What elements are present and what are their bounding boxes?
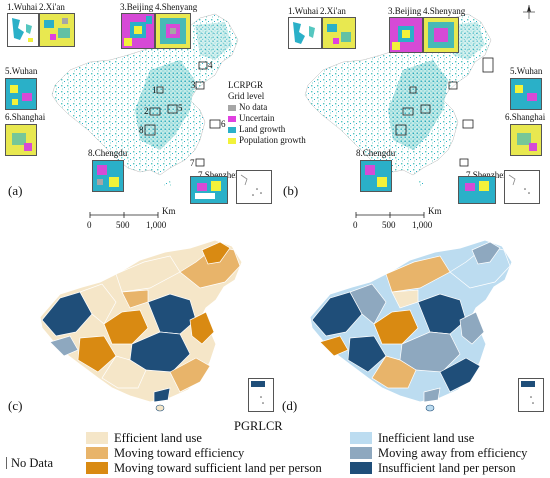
inset-wuhai-b bbox=[288, 17, 322, 49]
inset-caption-shanghai-b: 6.Shanghai bbox=[505, 112, 546, 122]
inset-shenyang-b bbox=[423, 17, 459, 53]
legend-moving-away-from-efficiency: Moving away from efficiency bbox=[350, 446, 527, 460]
panel-letter-a: (a) bbox=[8, 183, 23, 198]
grid-map-a bbox=[51, 13, 239, 187]
inset-caption-wuhai-b: 1.Wuhai bbox=[288, 6, 319, 16]
panel-letter-b: (b) bbox=[283, 183, 299, 198]
inset-xian-a bbox=[39, 13, 75, 47]
inset-shanghai-a bbox=[5, 124, 37, 156]
south-china-sea-inset-d bbox=[518, 378, 544, 412]
map-number-1: 1 bbox=[152, 85, 157, 95]
scale-unit-left: Km bbox=[162, 206, 176, 216]
map-number-8: 8 bbox=[139, 125, 144, 135]
inset-caption-wuhai-a: 1.Wuhai bbox=[7, 2, 38, 12]
inset-beijing-a bbox=[121, 13, 155, 49]
inset-caption-shenzhen-a: 7.Shenzhen bbox=[198, 170, 240, 180]
legend-moving-toward-sufficient-land: Moving toward sufficient land per person bbox=[86, 461, 322, 475]
legend-moving-toward-efficiency: Moving toward efficiency bbox=[86, 446, 244, 460]
inset-caption-shenzhen-b: 7.Shenzhen bbox=[466, 170, 508, 180]
scale-tick-0-right: 0 bbox=[353, 220, 358, 230]
legend-item-population-growth: Population growth bbox=[228, 135, 306, 146]
legend-no-data: No Data bbox=[6, 456, 53, 470]
inset-chengdu-a bbox=[92, 160, 124, 192]
north-arrow-icon bbox=[522, 4, 536, 20]
legend-insufficient-land-per-person: Insufficient land per person bbox=[350, 461, 516, 475]
inset-wuhan-b bbox=[510, 78, 542, 110]
grid-level-legend: LCRPGR Grid level No data Uncertain Land… bbox=[228, 80, 306, 146]
inset-caption-chengdu-b: 8.Chengdu bbox=[356, 148, 396, 158]
legend-item-land-growth: Land growth bbox=[228, 124, 306, 135]
inset-wuhan-a bbox=[5, 78, 37, 110]
inset-caption-chengdu-a: 8.Chengdu bbox=[88, 148, 128, 158]
province-map-c bbox=[39, 239, 243, 412]
inset-beijing-b bbox=[389, 17, 423, 53]
inset-wuhai-a bbox=[7, 13, 39, 47]
south-china-sea-inset-c bbox=[248, 378, 274, 412]
scale-tick-1000-right: 1,000 bbox=[412, 220, 433, 230]
south-china-sea-inset-b bbox=[504, 170, 540, 204]
inset-chengdu-b bbox=[360, 160, 392, 192]
legend-title-2: Grid level bbox=[228, 91, 265, 101]
map-number-3: 3 bbox=[191, 80, 196, 90]
panel-letter-d: (d) bbox=[282, 398, 298, 413]
inset-shenyang-a bbox=[155, 13, 191, 49]
legend-inefficient-land-use: Inefficient land use bbox=[350, 431, 474, 445]
inset-caption-shanghai-a: 6.Shanghai bbox=[5, 112, 46, 122]
map-number-2: 2 bbox=[144, 106, 149, 116]
legend-item-no-data: No data bbox=[228, 102, 306, 113]
inset-caption-shenyang-a: 4.Shenyang bbox=[155, 2, 198, 12]
scale-tick-500-left: 500 bbox=[116, 220, 130, 230]
inset-caption-xian-a: 2.Xi'an bbox=[39, 2, 65, 12]
scale-bar-right: Km 0 500 1,000 bbox=[352, 206, 444, 232]
inset-shenzhen-b bbox=[458, 176, 496, 204]
panel-letter-c: (c) bbox=[8, 398, 23, 413]
inset-caption-beijing-a: 3.Beijing bbox=[120, 2, 154, 12]
pgrlcr-legend-title: PGRLCR bbox=[234, 419, 283, 433]
legend-item-uncertain: Uncertain bbox=[228, 113, 306, 124]
map-number-6: 6 bbox=[221, 119, 226, 129]
scale-tick-500-right: 500 bbox=[382, 220, 396, 230]
scale-tick-1000-left: 1,000 bbox=[146, 220, 167, 230]
map-number-4: 4 bbox=[208, 60, 213, 70]
map-number-7: 7 bbox=[190, 158, 195, 168]
inset-xian-b bbox=[322, 17, 356, 49]
scale-unit-right: Km bbox=[428, 206, 442, 216]
scale-tick-0-left: 0 bbox=[87, 220, 92, 230]
inset-caption-wuhan-b: 5.Wuhan bbox=[510, 66, 543, 76]
inset-shenzhen-a bbox=[190, 176, 228, 204]
province-map-d bbox=[309, 239, 513, 412]
inset-caption-shenyang-b: 4.Shenyang bbox=[423, 6, 466, 16]
inset-caption-beijing-b: 3.Beijing bbox=[388, 6, 422, 16]
inset-shanghai-b bbox=[510, 124, 542, 156]
legend-efficient-land-use: Efficient land use bbox=[86, 431, 202, 445]
inset-caption-wuhan-a: 5.Wuhan bbox=[5, 66, 38, 76]
south-china-sea-inset-a bbox=[236, 170, 272, 204]
legend-title-1: LCRPGR bbox=[228, 80, 264, 90]
map-number-5: 5 bbox=[178, 103, 183, 113]
inset-caption-xian-b: 2.Xi'an bbox=[320, 6, 346, 16]
scale-bar-left: Km 0 500 1,000 bbox=[86, 206, 178, 232]
